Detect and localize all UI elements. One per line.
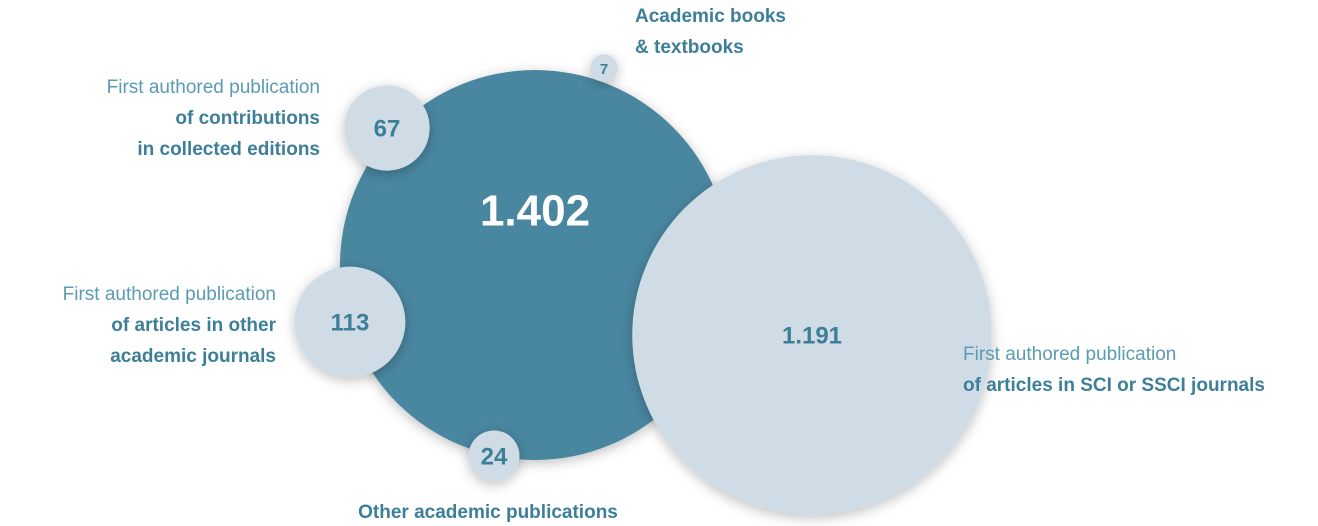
total-bubble — [340, 70, 730, 460]
label-line: academic journals — [110, 346, 276, 367]
label-line: of contributions — [175, 108, 320, 129]
bubble — [632, 155, 992, 515]
label-line: of articles in other — [111, 315, 276, 336]
bubble — [344, 85, 430, 171]
value-label: 24 — [481, 443, 508, 470]
label-line: in collected editions — [137, 139, 320, 160]
value-label: 113 — [331, 309, 370, 336]
total-label: 1.402 — [480, 187, 590, 236]
label-prefix: First authored publication — [107, 77, 320, 98]
label-prefix: First authored publication — [963, 344, 1176, 365]
value-label: 7 — [600, 61, 608, 78]
bubble — [294, 266, 406, 378]
label-line: & textbooks — [635, 37, 744, 58]
label-line: of articles in SCI or SSCI journals — [963, 375, 1265, 396]
label-prefix: First authored publication — [63, 284, 276, 305]
label-line: Academic books — [635, 6, 786, 27]
bubble — [468, 430, 520, 482]
bubble — [590, 54, 618, 82]
value-label: 1.191 — [782, 322, 842, 349]
label-line: Other academic publications — [358, 502, 618, 523]
value-label: 67 — [374, 115, 401, 142]
